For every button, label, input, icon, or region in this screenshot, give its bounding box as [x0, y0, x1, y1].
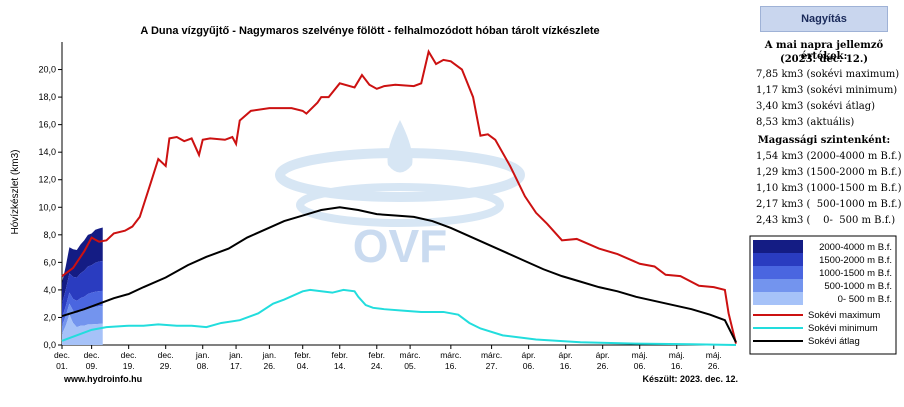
stack-area-1: [62, 260, 103, 318]
x-tick-month: febr.: [369, 350, 386, 360]
x-tick-month: jan.: [228, 350, 243, 360]
elev-2000-4000: 1,54 km3 (2000-4000 m B.f.): [756, 151, 902, 162]
elev-1000-1500: 1,10 km3 (1000-1500 m B.f.): [756, 183, 902, 194]
today-max-value: 7,85 km3 (sokévi maximum): [756, 69, 900, 80]
x-tick-day: 26.: [708, 361, 720, 371]
footer-created: Készült: 2023. dec. 12.: [642, 374, 738, 384]
x-tick-day: 26.: [263, 361, 275, 371]
x-tick-month: márc.: [399, 350, 420, 360]
y-tick-label: 6,0: [43, 257, 56, 267]
stack-area-2: [62, 290, 103, 326]
x-tick-month: máj.: [669, 350, 685, 360]
chart-title: A Duna vízgyűjtő - Nagymaros szelvénye f…: [140, 25, 599, 37]
x-tick-month: febr.: [331, 350, 348, 360]
x-tick-month: márc.: [481, 350, 502, 360]
stack-area-0: [62, 227, 103, 304]
x-tick-day: 04.: [297, 361, 309, 371]
info-panel: Nagyítás A mai napra jellemző értékek: (…: [744, 0, 904, 407]
x-tick-day: 05.: [404, 361, 416, 371]
y-tick-label: 2,0: [43, 312, 56, 322]
stack-area-4: [62, 314, 103, 345]
y-axis-label: Hóvízkészlet (km3): [10, 149, 21, 234]
x-tick-month: dec.: [84, 350, 100, 360]
today-date: (2023. dec. 12.): [779, 54, 869, 65]
elev-0-500: 2,43 km3 ( 0- 500 m B.f.): [756, 215, 896, 226]
x-tick-day: 09.: [86, 361, 98, 371]
elev-500-1000: 2,17 km3 ( 500-1000 m B.f.): [756, 199, 902, 210]
today-min-value: 1,17 km3 (sokévi minimum): [756, 85, 898, 96]
x-tick-day: 16.: [445, 361, 457, 371]
footer-website: www.hydroinfo.hu: [63, 374, 142, 384]
x-tick-month: dec.: [121, 350, 137, 360]
x-tick-month: ápr.: [522, 350, 536, 360]
x-tick-day: 17.: [230, 361, 242, 371]
x-tick-month: dec.: [54, 350, 70, 360]
series-line-2: [61, 206, 737, 343]
series-line-1: [61, 288, 737, 346]
x-tick-day: 16.: [671, 361, 683, 371]
elev-1500-2000: 1,29 km3 (1500-2000 m B.f.): [756, 167, 902, 178]
y-tick-label: 8,0: [43, 230, 56, 240]
y-tick-label: 0,0: [43, 340, 56, 350]
y-tick-label: 16,0: [38, 120, 56, 130]
today-title: A mai napra jellemző értékek:: [764, 40, 884, 62]
x-tick-day: 24.: [371, 361, 383, 371]
zoom-button[interactable]: Nagyítás: [760, 6, 888, 32]
x-tick-day: 14.: [334, 361, 346, 371]
x-tick-month: febr.: [294, 350, 311, 360]
today-current-value: 8,53 km3 (aktuális): [756, 117, 855, 128]
x-tick-month: jan.: [195, 350, 210, 360]
x-tick-month: dec.: [158, 350, 174, 360]
x-tick-day: 27.: [486, 361, 498, 371]
x-tick-month: ápr.: [596, 350, 610, 360]
x-tick-month: márc.: [440, 350, 461, 360]
x-tick-day: 19.: [123, 361, 135, 371]
series-line-0: [61, 49, 737, 344]
y-tick-label: 20,0: [38, 65, 56, 75]
x-tick-month: máj.: [632, 350, 648, 360]
x-tick-day: 16.: [560, 361, 572, 371]
x-tick-month: ápr.: [559, 350, 573, 360]
ovf-watermark-icon: [275, 120, 525, 227]
x-tick-day: 29.: [160, 361, 172, 371]
y-tick-label: 14,0: [38, 147, 56, 157]
y-tick-label: 12,0: [38, 175, 56, 185]
stack-area-3: [62, 303, 103, 334]
elevation-title: Magassági szintenként:: [757, 135, 891, 146]
x-tick-day: 06.: [634, 361, 646, 371]
x-tick-month: jan.: [262, 350, 277, 360]
x-tick-day: 01.: [56, 361, 68, 371]
y-tick-label: 10,0: [38, 202, 56, 212]
y-tick-label: 4,0: [43, 285, 56, 295]
x-tick-day: 08.: [197, 361, 209, 371]
x-tick-month: máj.: [706, 350, 722, 360]
x-tick-day: 26.: [597, 361, 609, 371]
x-tick-day: 06.: [523, 361, 535, 371]
y-tick-label: 18,0: [38, 92, 56, 102]
watermark-text: OVF: [353, 220, 448, 272]
today-avg-value: 3,40 km3 (sokévi átlag): [756, 101, 876, 112]
